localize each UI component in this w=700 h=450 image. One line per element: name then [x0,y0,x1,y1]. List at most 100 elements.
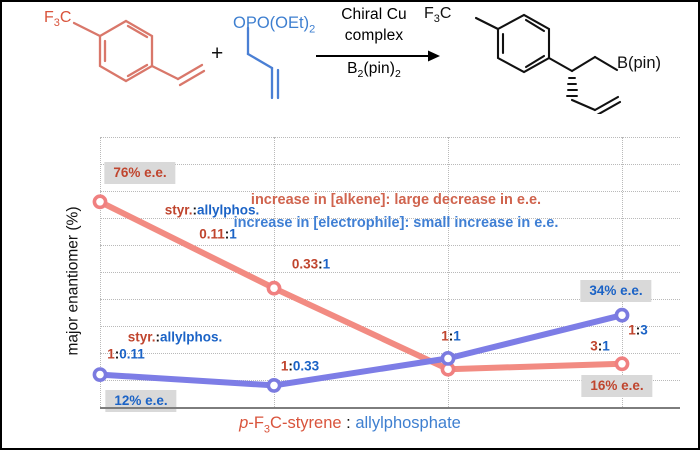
series-header-blue: styr.:allylphos. [128,330,223,345]
boron-label: B [347,60,358,77]
blue-3-a: 1 [628,322,636,338]
header-blue-sep: : [155,329,161,345]
data-point-red-0[interactable] [92,194,108,210]
xlabel-f3c: -F [248,414,264,432]
allyl-phosphate-structure [246,26,280,100]
gridline-h-60 [100,353,680,354]
annotation-alkene: increase in [alkene]: large decrease in … [250,192,542,208]
data-point-blue-3[interactable] [614,307,630,323]
badge-34-ee: 34% e.e. [580,280,652,302]
f-subscript: 3 [53,17,60,30]
point-label-blue-1: 1:0.33 [281,359,319,374]
chart-region: major enantiomer (%) 100 95 90 85 80 75 … [2,114,698,448]
header-red-left: styr. [164,202,193,218]
red-2-b: 1 [453,328,461,344]
annotation-electrophile: increase in [electrophile]: small increa… [233,215,559,231]
product-f-subscript: 3 [433,13,440,26]
point-label-red-3: 3:1 [590,339,610,354]
condition-line-2: complex [344,27,404,44]
header-blue-left: styr. [127,329,156,345]
badge-16-ee: 16% e.e. [581,375,653,397]
pin-subscript: 2 [394,68,401,81]
opo-text: OPO(OEt) [233,14,310,32]
gridline-h-55 [100,380,680,381]
data-point-blue-2[interactable] [440,350,456,366]
product-f-label: F [424,5,434,22]
gridline-h-100 [100,137,680,138]
red-0-a: 0.11 [199,226,225,242]
allyl-phosphate-label: OPO(OEt)2 [233,14,315,35]
blue-1-b: 0.33 [292,358,320,374]
gridline-h-90 [100,191,680,192]
blue-1-a: 1 [280,358,289,374]
gridline-h-95 [100,164,680,165]
data-point-red-1[interactable] [266,280,282,296]
gridline-v-2 [448,137,449,407]
blue-3-sep: : [635,322,641,338]
x-axis-line [100,407,680,409]
blue-0-sep: : [114,346,120,362]
gridline-v-3 [622,137,623,407]
blue-0-b: 0.11 [119,346,145,362]
series-line-electrophile [92,307,630,393]
plot-area: 76% e.e. 12% e.e. 34% e.e. 16% e.e. styr… [92,137,680,412]
condition-line-3: B2(pin)2 [318,60,430,80]
data-point-red-3[interactable] [614,356,630,372]
x-axis-title: p-F3C-styrene : allylphosphate [2,414,698,435]
gridline-h-85 [100,218,680,219]
red-0-sep: : [224,226,230,242]
red-3-b: 1 [602,338,610,354]
red-2-a: 1 [441,328,449,344]
point-label-red-1: 0.33:1 [292,257,330,272]
series-line-alkene [92,194,630,377]
red-0-b: 1 [229,226,237,242]
gridline-v-1 [274,137,275,407]
product-cf3-label: F3C [424,5,451,25]
red-1-sep: : [318,256,323,272]
c-atom-label: C [59,9,72,26]
reaction-arrow [316,50,440,62]
data-point-blue-0[interactable] [92,367,108,382]
pin-label: (pin) [363,60,395,77]
header-red-sep: : [192,202,198,218]
red-2-sep: : [448,328,454,344]
xlabel-allylphosphate: allylphosphate [355,414,461,432]
gridline-h-80 [100,245,680,246]
xlabel-p: p [239,414,249,432]
series-header-red: styr.:allylphos. [165,203,260,218]
red-1-a: 0.33 [291,256,319,272]
styrene-structure [72,19,206,87]
styrene-cf3-label: F3C [44,9,71,29]
product-bpin-label: B(pin) [617,54,662,72]
gridline-h-65 [100,326,680,327]
product-c-label: C [439,5,452,22]
red-3-sep: : [597,338,603,354]
point-label-blue-0: 1:0.11 [107,347,145,362]
red-1-b: 1 [322,256,331,272]
reaction-scheme: F3C + OPO(OEt)2 Chiral Cu complex B2(pin… [2,2,698,114]
stereo-hash-wedge [566,77,578,97]
badge-12-ee: 12% e.e. [105,390,177,412]
product-structure [474,13,622,114]
boron-subscript: 2 [357,68,364,81]
f-atom-label: F [44,9,54,26]
data-point-blue-1[interactable] [266,377,282,393]
opo-subscript: 2 [309,23,316,36]
xlabel-sub3: 3 [263,423,271,436]
xlabel-colon: : [341,414,356,432]
red-3-a: 3 [590,338,598,354]
gridline-v-0 [100,137,101,407]
badge-76-ee: 76% e.e. [104,162,176,184]
point-label-blue-3: 1:3 [628,323,648,338]
y-axis-title: major enantiomer (%) [64,206,82,356]
blue-1-sep: : [288,358,293,374]
gridline-h-75 [100,272,680,273]
condition-line-1: Chiral Cu [341,6,407,23]
point-label-red-2: 1:1 [441,329,461,344]
blue-0-a: 1 [107,346,115,362]
blue-3-b: 3 [640,322,648,338]
point-label-red-0: 0.11:1 [199,227,237,242]
header-blue-right: allylphos. [160,329,223,345]
header-red-right: allylphos. [197,202,260,218]
